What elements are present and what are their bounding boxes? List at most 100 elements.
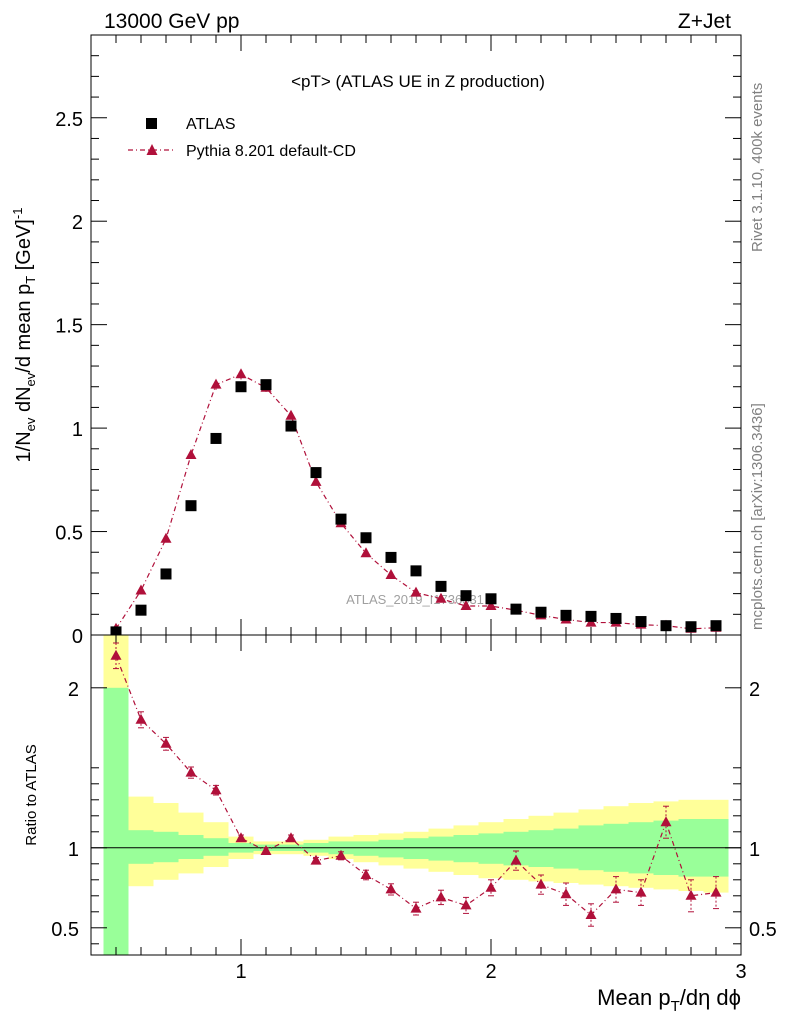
main-axis-ticks xyxy=(91,35,742,636)
ratio-pythia-point xyxy=(485,881,497,892)
pythia-point xyxy=(360,547,372,558)
ratio-pythia-point xyxy=(560,888,572,899)
green-band-bin xyxy=(153,831,179,863)
ratio-pythia-point xyxy=(360,869,372,879)
pythia-point xyxy=(185,449,197,459)
ratio-pythia-point xyxy=(435,891,447,902)
green-band-bin xyxy=(428,836,454,861)
header-energy: 13000 GeV pp xyxy=(104,10,239,33)
main-ytick-label: 1 xyxy=(72,419,83,441)
green-band-bin xyxy=(353,841,379,856)
atlas-point xyxy=(335,513,347,525)
pythia-point xyxy=(160,532,172,543)
ratio-pythia-point xyxy=(185,766,197,777)
atlas-point xyxy=(160,568,172,580)
x-axis-label: Mean pT/dη dϕ xyxy=(597,985,741,1015)
ratio-pythia-point xyxy=(310,854,322,865)
ratio-pythia-point xyxy=(160,737,172,748)
ratio-ytick-label: 0.5 xyxy=(51,919,79,941)
x-tick-label: 3 xyxy=(735,961,746,983)
green-band-bin xyxy=(478,833,504,864)
rivet-label: Rivet 3.1.10, 400k events xyxy=(749,83,766,252)
pythia-point xyxy=(460,600,472,611)
legend-atlas-label: ATLAS xyxy=(186,116,236,133)
ratio-y-tick-labels: 0.5 1 2 xyxy=(51,679,79,941)
atlas-point xyxy=(460,590,472,602)
ratio-panel: 0.5 1 2 0.5 1 2 Ratio to ATLAS 1 2 3 Mean pT/d… xyxy=(23,634,777,1015)
ratio-ytick-label-right: 2 xyxy=(749,679,760,701)
atlas-point xyxy=(585,610,597,622)
atlas-point xyxy=(660,620,672,632)
ratio-ytick-label: 1 xyxy=(68,839,79,861)
atlas-point xyxy=(560,609,572,621)
main-ytick-label: 1.5 xyxy=(55,316,83,338)
legend-pythia-marker xyxy=(146,144,158,155)
atlas-point xyxy=(210,432,222,444)
atlas-point xyxy=(185,500,197,512)
pythia-point xyxy=(385,569,397,579)
atlas-point xyxy=(260,379,272,391)
atlas-point xyxy=(410,565,422,577)
ratio-pythia-point xyxy=(135,713,147,724)
ratio-pythia-point xyxy=(385,883,397,894)
atlas-point xyxy=(310,467,322,479)
legend-atlas-marker xyxy=(146,118,157,129)
ratio-pythia-point xyxy=(410,902,422,913)
pythia-point xyxy=(135,584,147,595)
ratio-y-axis-label: Ratio to ATLAS xyxy=(23,744,40,845)
main-panel: 0 0.5 1 1.5 2 2.5 1/Nev dNev/d mean pT [GeV]-… xyxy=(10,34,742,648)
atlas-point xyxy=(510,603,522,615)
atlas-point xyxy=(610,612,622,624)
main-y-axis-label: 1/Nev dNev/d mean pT [GeV]-1 xyxy=(10,208,38,463)
pythia-point xyxy=(235,368,247,379)
pythia-point xyxy=(485,600,497,611)
atlas-point xyxy=(485,593,497,605)
green-band-bin xyxy=(103,687,129,955)
pythia-point xyxy=(410,586,422,597)
main-series-layer xyxy=(110,368,722,638)
main-y-tick-labels: 0 0.5 1 1.5 2 2.5 xyxy=(55,109,83,648)
mcplots-label: mcplots.cern.ch [arXiv:1306.3436] xyxy=(749,403,766,630)
pythia-point xyxy=(435,592,447,603)
ratio-pythia-point xyxy=(235,832,247,843)
ratio-pythia-point xyxy=(210,784,222,795)
ratio-ytick-label-right: 1 xyxy=(749,839,760,861)
pythia-point xyxy=(210,378,222,389)
green-band-bin xyxy=(203,838,229,856)
ratio-pythia-point xyxy=(585,909,597,919)
green-band-bin xyxy=(553,828,579,869)
ratio-pythia-point xyxy=(635,886,647,897)
atlas-point xyxy=(710,620,722,632)
ratio-pythia-point xyxy=(660,816,672,827)
atlas-point xyxy=(285,420,297,432)
green-band-bin xyxy=(453,835,479,863)
legend: ATLAS Pythia 8.201 default-CD xyxy=(128,116,356,160)
ratio-series-layer xyxy=(110,642,722,927)
ratio-pythia-point xyxy=(510,854,522,865)
atlas-point xyxy=(360,532,372,544)
green-band-bin xyxy=(128,830,154,864)
green-band-bin xyxy=(178,835,204,859)
ratio-pythia-point xyxy=(685,889,697,900)
ratio-pythia-point xyxy=(260,845,272,855)
pythia-point xyxy=(310,475,322,486)
main-ytick-label: 0 xyxy=(72,626,83,648)
ratio-pythia-point xyxy=(335,849,347,860)
atlas-point xyxy=(385,551,397,563)
atlas-point xyxy=(135,604,147,616)
x-tick-label: 1 xyxy=(235,961,246,983)
green-band-bin xyxy=(378,839,404,858)
atlas-point xyxy=(535,606,547,618)
x-tick-labels: 1 2 3 xyxy=(235,961,746,983)
ratio-y-tick-labels-right: 0.5 1 2 xyxy=(749,679,777,941)
ratio-axis-ticks xyxy=(91,635,742,955)
ratio-pythia-point xyxy=(535,878,547,889)
legend-pythia-label: Pythia 8.201 default-CD xyxy=(186,143,356,160)
ratio-pythia-point xyxy=(460,899,472,910)
main-ytick-label: 2 xyxy=(72,212,83,234)
atlas-point xyxy=(110,626,122,638)
x-tick-label: 2 xyxy=(485,961,496,983)
ratio-ytick-label-right: 0.5 xyxy=(749,919,777,941)
header-process: Z+Jet xyxy=(678,10,731,33)
